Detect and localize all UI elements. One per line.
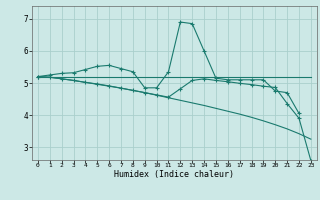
X-axis label: Humidex (Indice chaleur): Humidex (Indice chaleur): [115, 170, 234, 179]
